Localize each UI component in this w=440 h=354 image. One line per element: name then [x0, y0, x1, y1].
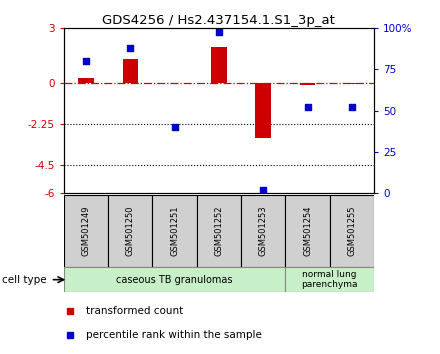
Bar: [64, 267, 286, 292]
Text: transformed count: transformed count: [85, 306, 183, 316]
Bar: [300, 83, 315, 85]
Text: GSM501254: GSM501254: [303, 206, 312, 256]
Point: [260, 187, 267, 193]
Text: GSM501253: GSM501253: [259, 206, 268, 256]
Bar: [286, 267, 374, 292]
Text: GSM501251: GSM501251: [170, 206, 179, 256]
Point: [304, 104, 311, 110]
Bar: [256, 83, 271, 138]
Bar: [211, 47, 227, 83]
Text: GSM501255: GSM501255: [347, 206, 356, 256]
Title: GDS4256 / Hs2.437154.1.S1_3p_at: GDS4256 / Hs2.437154.1.S1_3p_at: [103, 14, 335, 27]
Point: [216, 29, 223, 34]
Text: GSM501250: GSM501250: [126, 206, 135, 256]
Bar: [241, 195, 286, 267]
Point: [127, 45, 134, 51]
Text: GSM501249: GSM501249: [81, 206, 91, 256]
Point: [171, 124, 178, 130]
Bar: [122, 59, 138, 83]
Bar: [108, 195, 152, 267]
Bar: [78, 78, 94, 83]
Text: GSM501252: GSM501252: [214, 206, 224, 256]
Bar: [152, 195, 197, 267]
Point: [348, 104, 356, 110]
Bar: [64, 195, 108, 267]
Text: percentile rank within the sample: percentile rank within the sample: [85, 330, 261, 340]
Bar: [330, 195, 374, 267]
Text: caseous TB granulomas: caseous TB granulomas: [116, 275, 233, 285]
Bar: [197, 195, 241, 267]
Text: normal lung
parenchyma: normal lung parenchyma: [301, 270, 358, 289]
Point: [82, 58, 89, 64]
Bar: [286, 195, 330, 267]
Bar: [344, 83, 359, 84]
Text: cell type: cell type: [2, 275, 47, 285]
